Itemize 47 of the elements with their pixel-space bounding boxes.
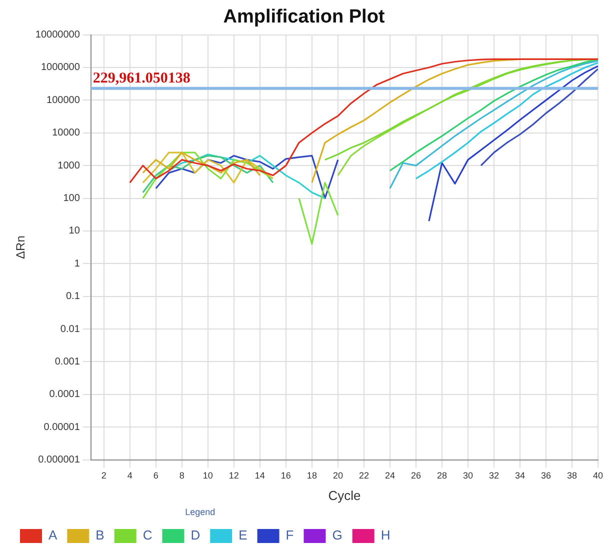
x-tick-label: 14	[254, 470, 265, 481]
y-tick-label: 1000	[58, 160, 80, 172]
y-tick-label: 1000000	[40, 62, 80, 74]
x-tick-label: 6	[153, 470, 158, 481]
y-tick-label: 0.0001	[49, 389, 80, 400]
ref-line-label: 229,961.050138	[92, 70, 190, 87]
x-tick-label: 34	[514, 470, 525, 481]
legend-label: C	[142, 528, 152, 543]
x-tick-label: 8	[179, 470, 184, 481]
x-tick-label: 28	[436, 470, 447, 481]
x-tick-label: 4	[127, 470, 132, 481]
x-tick-label: 40	[592, 470, 603, 481]
x-tick-label: 10	[202, 470, 213, 481]
y-tick-label: 0.1	[66, 291, 80, 302]
y-tick-label: 0.01	[60, 324, 80, 335]
x-tick-label: 26	[410, 470, 421, 481]
y-tick-label: 10	[68, 226, 80, 237]
legend-label: A	[48, 528, 58, 543]
y-tick-label: 0.000001	[38, 454, 80, 466]
x-tick-label: 16	[280, 470, 291, 481]
x-tick-label: 32	[488, 470, 499, 481]
y-tick-label: 100000	[46, 94, 80, 106]
y-tick-label: 10000000	[35, 30, 80, 41]
x-tick-label: 30	[462, 470, 473, 481]
x-tick-label: 20	[332, 470, 343, 481]
legend-label: F	[286, 528, 294, 543]
y-tick-label: 100	[63, 193, 80, 204]
x-tick-label: 24	[384, 470, 395, 481]
y-tick-label: 10000	[52, 128, 80, 139]
y-tick-label: 1	[74, 258, 80, 270]
x-tick-label: 2	[101, 470, 106, 481]
legend-label: E	[238, 528, 248, 543]
legend-label: D	[190, 528, 200, 543]
x-tick-label: 12	[228, 470, 239, 481]
y-tick-label: 0.001	[54, 356, 80, 368]
x-tick-label: 18	[306, 470, 317, 481]
x-tick-label: 38	[566, 470, 577, 481]
x-tick-label: 36	[540, 470, 551, 481]
x-axis-title: Cycle	[328, 488, 361, 503]
y-axis-title: ΔRn	[14, 236, 28, 259]
legend-label: G	[332, 528, 342, 543]
legend-label: B	[96, 528, 104, 543]
legend-title: Legend	[185, 507, 216, 518]
legend-label: H	[380, 528, 390, 543]
x-tick-label: 22	[358, 470, 369, 481]
chart-title: Amplification Plot	[223, 6, 386, 28]
y-tick-label: 0.00001	[44, 422, 80, 433]
